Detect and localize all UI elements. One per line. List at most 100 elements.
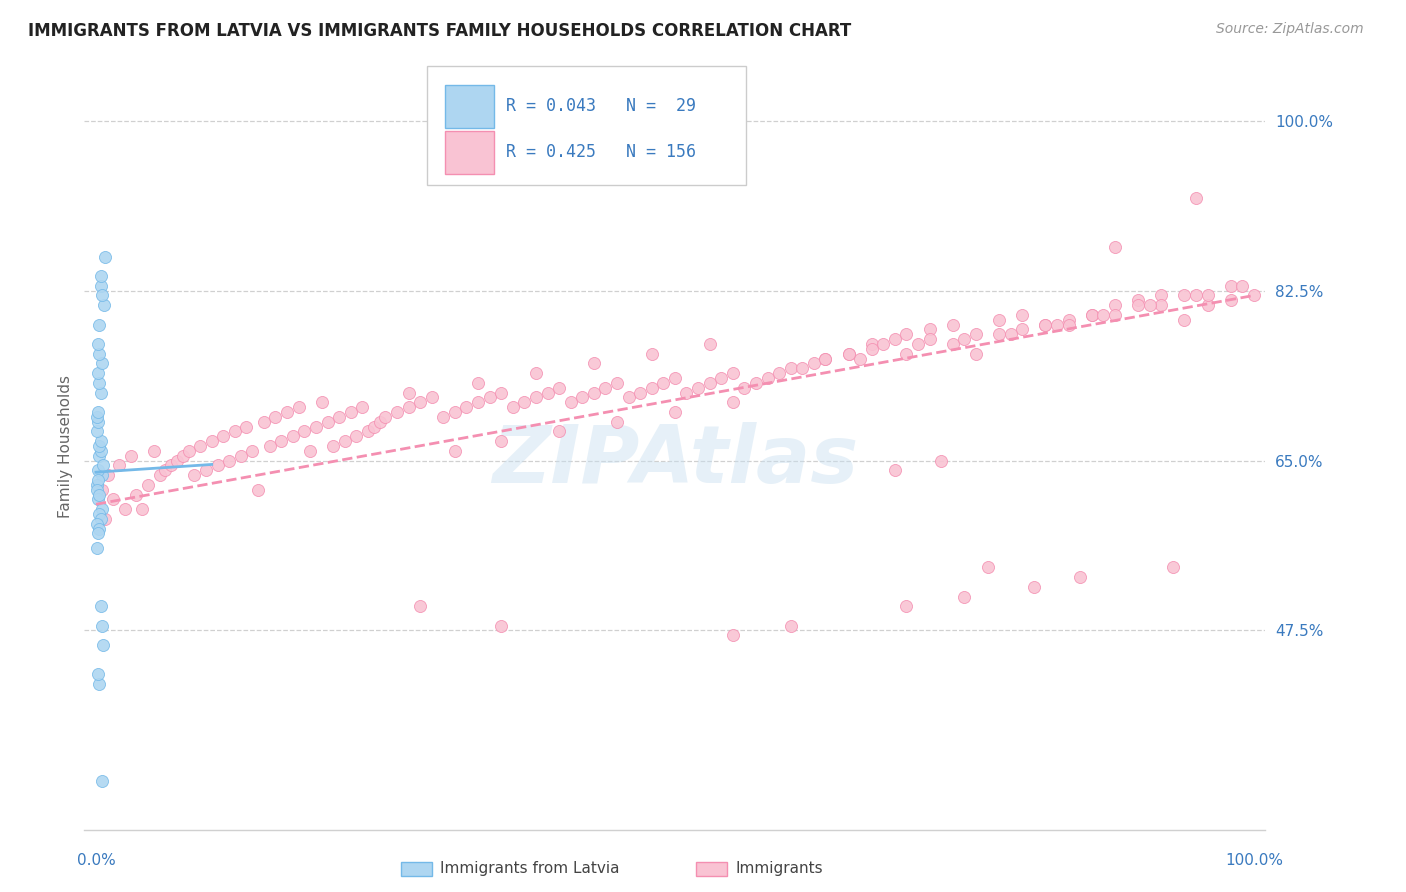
Point: [907, 337, 929, 351]
Point: [87, 337, 110, 351]
Point: [756, 371, 779, 385]
Point: [849, 351, 872, 366]
Point: [953, 590, 976, 604]
Point: [721, 395, 744, 409]
Point: [90, 618, 112, 632]
Point: [87, 415, 110, 429]
Point: [918, 332, 941, 346]
Point: [896, 327, 918, 342]
Point: [264, 409, 287, 424]
Point: [398, 400, 420, 414]
Point: [710, 371, 733, 385]
Point: [1104, 240, 1126, 254]
Point: [328, 409, 350, 424]
Point: [779, 618, 801, 632]
Point: [1104, 308, 1126, 322]
Point: [91, 458, 114, 473]
Point: [953, 332, 976, 346]
Point: [664, 371, 686, 385]
Point: [942, 318, 965, 332]
Point: [1104, 298, 1126, 312]
Point: [87, 473, 110, 487]
Point: [177, 443, 200, 458]
Point: [89, 376, 111, 390]
Point: [860, 337, 883, 351]
Point: [247, 483, 270, 497]
Point: [1219, 278, 1241, 293]
Point: [305, 419, 328, 434]
Point: [478, 391, 501, 405]
Point: [548, 425, 571, 439]
Point: [1185, 191, 1208, 205]
Point: [652, 376, 675, 390]
Point: [942, 337, 965, 351]
Text: R = 0.425   N = 156: R = 0.425 N = 156: [506, 144, 696, 161]
FancyBboxPatch shape: [427, 66, 745, 186]
Point: [641, 381, 664, 395]
Point: [965, 347, 987, 361]
Point: [1150, 288, 1173, 302]
Point: [467, 376, 489, 390]
Point: [444, 405, 467, 419]
Text: 100.0%: 100.0%: [1225, 853, 1282, 868]
Text: Immigrants: Immigrants: [735, 862, 823, 876]
Point: [287, 400, 309, 414]
Point: [183, 468, 205, 483]
Point: [872, 337, 894, 351]
Point: [90, 774, 112, 789]
Point: [270, 434, 292, 449]
Point: [965, 327, 987, 342]
Point: [89, 347, 111, 361]
Point: [1173, 312, 1195, 326]
Point: [253, 415, 276, 429]
Point: [108, 458, 131, 473]
Point: [1057, 318, 1080, 332]
Text: R = 0.043   N =  29: R = 0.043 N = 29: [506, 97, 696, 115]
Point: [1197, 288, 1219, 302]
Point: [617, 391, 640, 405]
Point: [90, 268, 112, 283]
Point: [883, 463, 905, 477]
Text: IMMIGRANTS FROM LATVIA VS IMMIGRANTS FAMILY HOUSEHOLDS CORRELATION CHART: IMMIGRANTS FROM LATVIA VS IMMIGRANTS FAM…: [28, 22, 852, 40]
Point: [792, 361, 814, 376]
Point: [721, 628, 744, 642]
Point: [1035, 318, 1057, 332]
Point: [896, 347, 918, 361]
Point: [1139, 298, 1161, 312]
Point: [89, 318, 111, 332]
Point: [86, 409, 108, 424]
Point: [90, 599, 112, 614]
Point: [628, 385, 651, 400]
Point: [322, 439, 344, 453]
Point: [929, 453, 952, 467]
Point: [86, 483, 108, 497]
Point: [768, 366, 790, 380]
Point: [86, 541, 108, 555]
Point: [86, 516, 108, 531]
Point: [212, 429, 235, 443]
Point: [94, 250, 117, 264]
Point: [125, 487, 148, 501]
Point: [89, 522, 111, 536]
Point: [745, 376, 768, 390]
Point: [87, 492, 110, 507]
Point: [142, 443, 165, 458]
Point: [149, 468, 172, 483]
Point: [675, 385, 697, 400]
Point: [90, 288, 112, 302]
Point: [988, 312, 1011, 326]
Point: [86, 425, 108, 439]
Point: [582, 385, 605, 400]
Point: [1173, 288, 1195, 302]
Point: [560, 395, 582, 409]
Text: ZIPAtlas: ZIPAtlas: [492, 422, 858, 500]
Point: [235, 419, 257, 434]
Point: [240, 443, 263, 458]
Point: [114, 502, 136, 516]
Point: [489, 618, 512, 632]
Point: [1092, 308, 1115, 322]
Point: [89, 449, 111, 463]
Point: [1080, 308, 1102, 322]
Point: [1161, 560, 1184, 574]
Point: [1243, 288, 1265, 302]
